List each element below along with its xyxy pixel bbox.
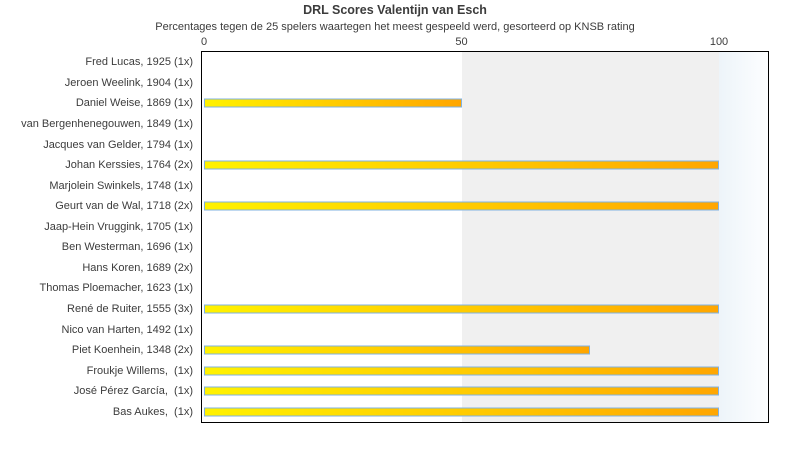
y-label-row: van Bergenhenegouwen, 1849 (1x) (0, 114, 201, 135)
player-label: Hans Koren, 1689 (2x) (82, 261, 193, 274)
player-label: René de Ruiter, 1555 (3x) (67, 303, 193, 316)
chart-row (202, 299, 768, 320)
score-bar (204, 304, 719, 314)
band-50-100 (461, 52, 719, 422)
player-label: Jacques van Gelder, 1794 (1x) (43, 138, 193, 151)
y-label-row: Jeroen Weelink, 1904 (1x) (0, 73, 201, 94)
plot-area (201, 51, 769, 423)
y-label-row: René de Ruiter, 1555 (3x) (0, 299, 201, 320)
band-over-100 (719, 52, 768, 422)
y-label-row: Jacques van Gelder, 1794 (1x) (0, 134, 201, 155)
chart-row (202, 155, 768, 176)
chart-subtitle: Percentages tegen de 25 spelers waartege… (155, 21, 635, 33)
y-label-row: Jaap-Hein Vruggink, 1705 (1x) (0, 217, 201, 238)
y-label-row: Froukje Willems, (1x) (0, 360, 201, 381)
y-label-row: Bas Aukes, (1x) (0, 402, 201, 423)
chart-title: DRL Scores Valentijn van Esch (303, 3, 487, 17)
chart-row (202, 114, 768, 135)
chart-row (202, 258, 768, 279)
chart-row (202, 402, 768, 423)
chart-row (202, 52, 768, 73)
chart-row (202, 217, 768, 238)
chart-row (202, 340, 768, 361)
y-label-row: Ben Westerman, 1696 (1x) (0, 237, 201, 258)
player-label: Marjolein Swinkels, 1748 (1x) (49, 179, 193, 192)
y-label-row: Geurt van de Wal, 1718 (2x) (0, 196, 201, 217)
y-label-row: Nico van Harten, 1492 (1x) (0, 319, 201, 340)
y-label-row: Daniel Weise, 1869 (1x) (0, 93, 201, 114)
y-label-row: Piet Koenhein, 1348 (2x) (0, 340, 201, 361)
score-bar (204, 407, 719, 417)
chart-row (202, 381, 768, 402)
x-axis: 0 50 100 (200, 36, 768, 50)
player-label: Jeroen Weelink, 1904 (1x) (64, 76, 193, 89)
player-label: José Pérez García, (1x) (73, 385, 193, 398)
y-label-row: Hans Koren, 1689 (2x) (0, 258, 201, 279)
x-tick-label: 50 (455, 36, 468, 48)
chart-row (202, 73, 768, 94)
player-label: Fred Lucas, 1925 (1x) (85, 56, 193, 69)
score-bar (204, 98, 462, 108)
player-label: Thomas Ploemacher, 1623 (1x) (39, 282, 193, 295)
x-tick-label: 100 (709, 36, 729, 48)
y-label-row: Thomas Ploemacher, 1623 (1x) (0, 278, 201, 299)
y-label-row: José Pérez García, (1x) (0, 381, 201, 402)
score-bar (204, 201, 719, 211)
player-label: Bas Aukes, (1x) (112, 405, 193, 418)
chart-row (202, 360, 768, 381)
player-label: van Bergenhenegouwen, 1849 (1x) (21, 117, 193, 130)
player-label: Nico van Harten, 1492 (1x) (61, 323, 193, 336)
chart-row (202, 319, 768, 340)
chart-row (202, 278, 768, 299)
y-axis-labels: Fred Lucas, 1925 (1x) Jeroen Weelink, 190… (0, 52, 201, 422)
player-label: Froukje Willems, (1x) (86, 364, 193, 377)
player-label: Jaap-Hein Vruggink, 1705 (1x) (44, 220, 193, 233)
score-bar (204, 386, 719, 396)
chart-row (202, 175, 768, 196)
chart-row (202, 93, 768, 114)
player-label: Ben Westerman, 1696 (1x) (61, 241, 193, 254)
y-label-row: Marjolein Swinkels, 1748 (1x) (0, 175, 201, 196)
bar-rows (202, 52, 768, 422)
player-label: Johan Kerssies, 1764 (2x) (65, 159, 193, 172)
score-bar (204, 345, 591, 355)
player-label: Piet Koenhein, 1348 (2x) (71, 344, 193, 357)
score-bar (204, 160, 719, 170)
y-label-row: Fred Lucas, 1925 (1x) (0, 52, 201, 73)
chart-row (202, 134, 768, 155)
player-label: Daniel Weise, 1869 (1x) (75, 97, 193, 110)
chart-row (202, 237, 768, 258)
x-tick-label: 0 (200, 36, 208, 48)
player-label: Geurt van de Wal, 1718 (2x) (55, 200, 193, 213)
score-bar (204, 366, 719, 376)
chart-row (202, 196, 768, 217)
y-label-row: Johan Kerssies, 1764 (2x) (0, 155, 201, 176)
